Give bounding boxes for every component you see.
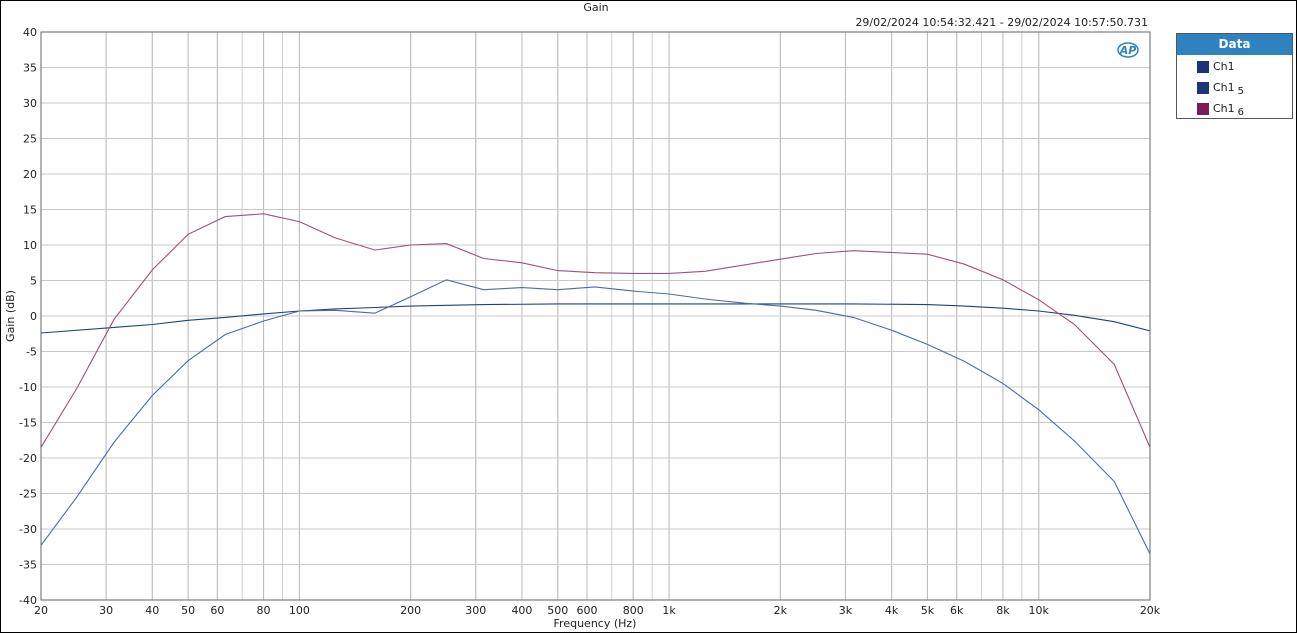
legend-swatch (1197, 61, 1209, 73)
x-tick-label: 10k (1029, 604, 1050, 617)
x-tick-label: 40 (145, 604, 159, 617)
y-tick-label: -15 (19, 417, 37, 430)
y-tick-label: 20 (23, 168, 37, 181)
legend-swatch (1197, 82, 1209, 94)
legend-item-ch1-6[interactable]: Ch1 6 (1177, 98, 1292, 119)
x-tick-label: 2k (774, 604, 788, 617)
plot-area-border (40, 31, 1151, 601)
x-tick-label: 400 (511, 604, 532, 617)
x-tick-label: 500 (547, 604, 568, 617)
x-tick-label: 1k (662, 604, 676, 617)
legend-item-ch1[interactable]: Ch1 (1177, 56, 1292, 77)
y-tick-label: 5 (30, 275, 37, 288)
x-tick-label: 50 (181, 604, 195, 617)
y-axis-label: Gain (dB) (4, 290, 17, 342)
legend-title: Data (1177, 34, 1292, 56)
chart-timestamp: 29/02/2024 10:54:32.421 - 29/02/2024 10:… (855, 16, 1148, 29)
x-tick-label: 30 (99, 604, 113, 617)
legend-item-ch1-5[interactable]: Ch1 5 (1177, 77, 1292, 98)
legend-sub: 5 (1237, 86, 1245, 97)
chart-title: Gain (583, 1, 608, 14)
x-tick-label: 20k (1140, 604, 1161, 617)
x-tick-label: 3k (839, 604, 853, 617)
x-tick-label: 800 (623, 604, 644, 617)
x-tick-label: 20 (34, 604, 48, 617)
legend: Data Ch1 Ch1 5 Ch1 6 (1176, 33, 1293, 119)
x-tick-label: 100 (289, 604, 310, 617)
y-tick-label: -35 (19, 559, 37, 572)
legend-sub: 6 (1237, 107, 1245, 118)
x-tick-label: 600 (577, 604, 598, 617)
svg-text:AP: AP (1119, 44, 1137, 57)
x-tick-label: 8k (996, 604, 1010, 617)
y-tick-label: 40 (23, 26, 37, 39)
x-tick-label: 60 (210, 604, 224, 617)
y-tick-label: 30 (23, 97, 37, 110)
series-line-ch1 (40, 303, 1151, 334)
x-tick-label: 6k (950, 604, 964, 617)
y-tick-label: 25 (23, 133, 37, 146)
y-tick-label: -40 (19, 594, 37, 607)
legend-label: Ch1 (1213, 102, 1235, 115)
x-tick-label: 200 (400, 604, 421, 617)
y-tick-label: 10 (23, 239, 37, 252)
y-tick-label: -20 (19, 452, 37, 465)
series-line-ch1-6 (40, 213, 1151, 448)
y-tick-label: -5 (26, 346, 37, 359)
y-tick-label: 15 (23, 204, 37, 217)
x-tick-label: 80 (257, 604, 271, 617)
x-axis-label: Frequency (Hz) (554, 617, 637, 630)
legend-label: Ch1 (1213, 81, 1235, 94)
x-tick-label: 5k (921, 604, 935, 617)
x-tick-label: 300 (465, 604, 486, 617)
x-tick-label: 4k (885, 604, 899, 617)
legend-label: Ch1 (1213, 60, 1235, 73)
y-tick-label: -25 (19, 488, 37, 501)
ap-logo: AP (1117, 42, 1139, 58)
legend-swatch (1197, 103, 1209, 115)
series-line-ch1-5 (40, 279, 1151, 555)
y-tick-label: -30 (19, 523, 37, 536)
y-tick-label: 35 (23, 62, 37, 75)
y-tick-label: 0 (30, 310, 37, 323)
y-tick-label: -10 (19, 381, 37, 394)
